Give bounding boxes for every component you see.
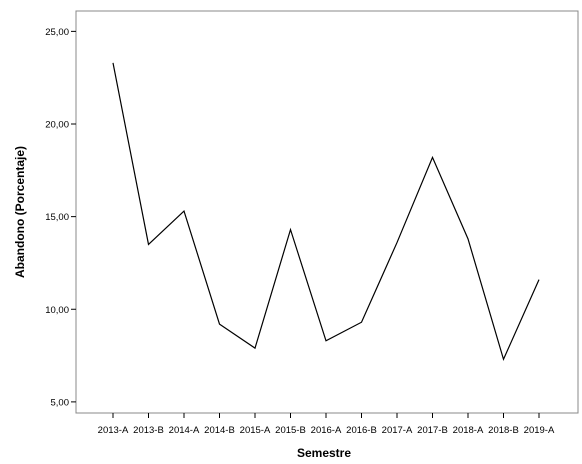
plot-area-frame [75,10,579,414]
x-axis-title: Semestre [297,446,351,460]
x-tick-label: 2013-A [98,425,129,436]
x-tick-label: 2015-A [240,425,271,436]
x-tick-label: 2013-B [133,425,164,436]
y-tick-label: 25,00 [45,27,69,38]
x-tick-label: 2016-B [346,425,377,436]
x-tick-label: 2017-B [417,425,448,436]
x-tick-label: 2015-B [275,425,306,436]
x-tick-label: 2019-A [524,425,555,436]
y-tick-label: 15,00 [45,212,69,223]
x-tick-label: 2018-A [453,425,484,436]
y-tick-label: 5,00 [51,397,70,408]
x-axis: 2013-A 2013-B 2014-A 2014-B 2015-A 2015-B 2016… [98,413,555,436]
y-tick-label: 10,00 [45,305,69,316]
series-line [112,62,540,362]
x-tick-label: 2017-A [382,425,413,436]
x-tick-label: 2016-A [311,425,342,436]
x-tick-label: 2014-A [169,425,200,436]
y-axis: 5,00 10,00 15,00 20,00 25,00 [45,27,76,408]
y-tick-label: 20,00 [45,120,69,131]
x-tick-label: 2018-B [488,425,519,436]
x-tick-label: 2014-B [204,425,235,436]
y-axis-title: Abandono (Porcentaje) [13,146,27,278]
